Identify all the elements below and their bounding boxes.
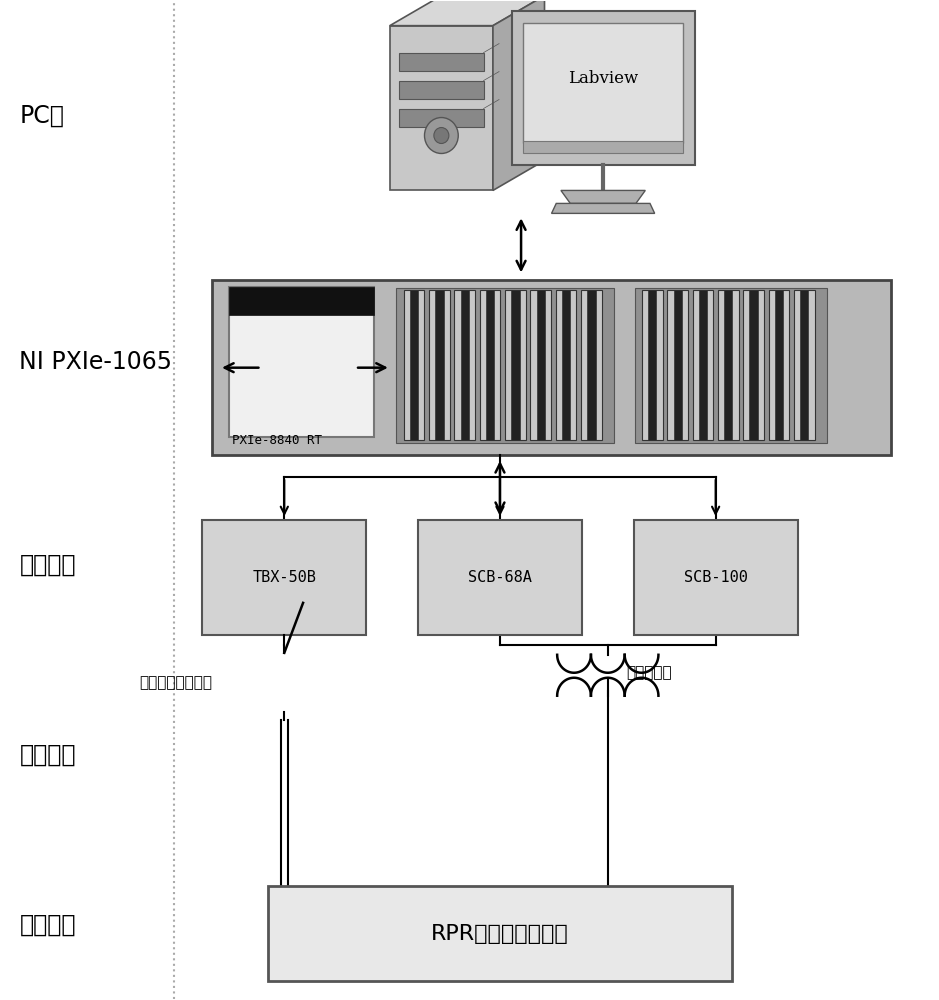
Bar: [399, 109, 484, 127]
Bar: [404, 290, 424, 440]
Bar: [587, 290, 595, 440]
Text: 电流电压选择开关: 电流电压选择开关: [139, 675, 212, 690]
Bar: [211, 280, 891, 455]
Bar: [634, 520, 797, 635]
Bar: [429, 290, 450, 440]
Bar: [418, 520, 582, 635]
Bar: [536, 290, 545, 440]
Text: PXIe-8840 RT: PXIe-8840 RT: [232, 434, 322, 447]
Text: 信号隔离: 信号隔离: [20, 743, 76, 767]
Text: Labview: Labview: [568, 70, 639, 87]
Polygon shape: [390, 0, 545, 26]
Bar: [228, 287, 374, 437]
Bar: [668, 290, 688, 440]
Polygon shape: [493, 0, 545, 190]
Bar: [512, 11, 695, 165]
Bar: [268, 886, 732, 981]
Bar: [486, 290, 494, 440]
Bar: [648, 290, 656, 440]
Bar: [642, 290, 663, 440]
Text: SCB-68A: SCB-68A: [468, 570, 531, 585]
Polygon shape: [561, 190, 645, 203]
Text: 被测板卡: 被测板卡: [20, 912, 76, 936]
Bar: [673, 290, 682, 440]
Polygon shape: [390, 26, 493, 190]
Bar: [523, 23, 684, 143]
Text: 信号转接: 信号转接: [20, 553, 76, 577]
Bar: [635, 288, 826, 443]
Circle shape: [424, 118, 458, 153]
Bar: [505, 290, 526, 440]
Text: RPR系统被测试板卡: RPR系统被测试板卡: [431, 924, 569, 944]
Bar: [410, 290, 418, 440]
Bar: [693, 290, 714, 440]
Bar: [562, 290, 570, 440]
Bar: [793, 290, 814, 440]
Text: 信号隔离器: 信号隔离器: [626, 665, 672, 680]
Bar: [744, 290, 764, 440]
Bar: [228, 287, 374, 315]
Bar: [800, 290, 808, 440]
Bar: [718, 290, 739, 440]
Bar: [399, 81, 484, 99]
Bar: [531, 290, 551, 440]
Bar: [775, 290, 783, 440]
Bar: [480, 290, 500, 440]
Circle shape: [434, 128, 449, 143]
Bar: [454, 290, 475, 440]
Text: TBX-50B: TBX-50B: [253, 570, 316, 585]
Text: PC机: PC机: [20, 104, 65, 128]
Bar: [461, 290, 469, 440]
Bar: [436, 290, 443, 440]
Bar: [769, 290, 789, 440]
Text: NI PXIe-1065: NI PXIe-1065: [20, 350, 173, 374]
Bar: [399, 53, 484, 71]
Bar: [396, 288, 614, 443]
Bar: [556, 290, 577, 440]
Bar: [699, 290, 707, 440]
Bar: [749, 290, 758, 440]
Bar: [724, 290, 732, 440]
Bar: [512, 290, 519, 440]
Bar: [581, 290, 602, 440]
Text: SCB-100: SCB-100: [684, 570, 747, 585]
Bar: [523, 140, 684, 153]
Bar: [202, 520, 366, 635]
Polygon shape: [551, 203, 654, 213]
